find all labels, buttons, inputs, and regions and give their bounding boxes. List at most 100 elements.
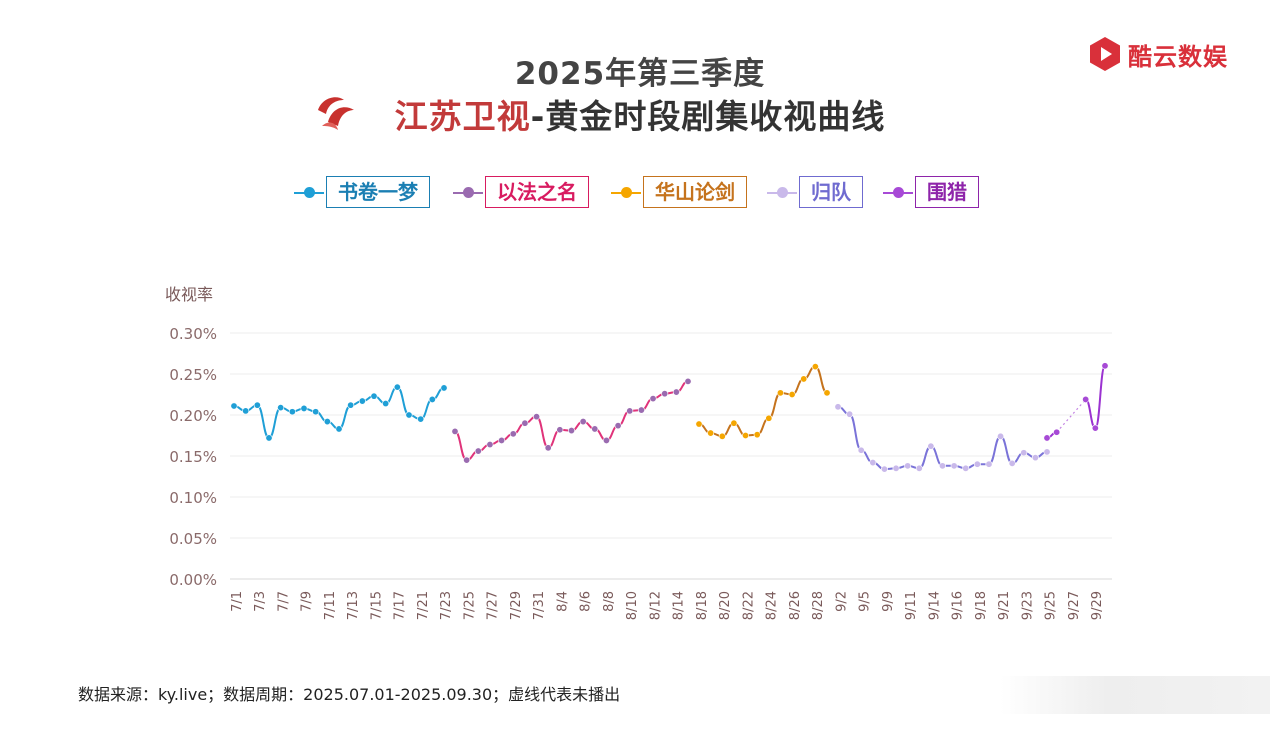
data-point (474, 447, 482, 455)
data-point (405, 411, 413, 419)
data-point (393, 383, 401, 391)
x-tick-label: 7/11 (323, 591, 338, 620)
line-chart: 收视率 0.00% 0.05% 0.10% 0.15% 0.20% 0.25% 0.30% 7/… (165, 285, 1112, 620)
data-point (544, 444, 552, 452)
data-source-note: 数据来源：ky.live；数据周期：2025.07.01-2025.09.30；… (78, 685, 621, 704)
data-point (904, 462, 912, 470)
x-tick-label: 8/28 (811, 591, 826, 620)
data-point (684, 377, 692, 385)
channel-name: 江苏卫视 (394, 97, 531, 136)
watermark-fade (1000, 676, 1270, 714)
legend-dot-1 (463, 187, 474, 198)
x-tick-label: 7/1 (230, 591, 245, 612)
x-tick-label: 8/20 (718, 591, 733, 620)
y-tick-label: 0.05% (169, 530, 217, 548)
data-point (230, 402, 238, 410)
chart-title-line1: 2025年第三季度 (514, 56, 766, 92)
x-tick-label: 8/22 (741, 591, 756, 620)
data-point (253, 401, 261, 409)
data-point (1091, 424, 1099, 432)
data-point (1020, 449, 1028, 457)
y-tick-label: 0.15% (169, 448, 217, 466)
x-tick-label: 9/25 (1044, 591, 1059, 620)
data-point (242, 407, 250, 415)
data-point (823, 389, 831, 397)
x-tick-label: 8/10 (625, 591, 640, 620)
data-point (288, 408, 296, 416)
x-tick-label: 8/18 (695, 591, 710, 620)
data-point (962, 464, 970, 472)
chart-title-rest: -黄金时段剧集收视曲线 (530, 97, 886, 136)
x-tick-label: 9/5 (858, 591, 873, 612)
data-point (788, 390, 796, 398)
data-point (463, 456, 471, 464)
series-line-2-0 (698, 365, 828, 438)
data-point (370, 392, 378, 400)
x-tick-label: 7/23 (439, 591, 454, 620)
brand-name: 酷云数娱 (1128, 42, 1228, 71)
jiangsu-tv-logo-icon (318, 97, 354, 130)
x-tick-label: 9/9 (881, 591, 896, 612)
legend-dot-4 (893, 187, 904, 198)
x-tick-label: 8/8 (602, 591, 617, 612)
data-point (1101, 362, 1109, 370)
data-point (695, 420, 703, 428)
data-point (730, 419, 738, 427)
data-point (1053, 428, 1061, 436)
data-point (312, 408, 320, 416)
x-tick-label: 9/21 (997, 591, 1012, 620)
data-point (880, 465, 888, 473)
data-point (521, 419, 529, 427)
x-tick-label: 7/9 (300, 591, 315, 612)
data-point (846, 410, 854, 418)
data-point (358, 397, 366, 405)
x-tick-label: 9/23 (1020, 591, 1035, 620)
x-tick-label: 9/2 (834, 591, 849, 612)
data-point (811, 363, 819, 371)
kuyun-logo-icon (1090, 37, 1120, 71)
data-point (486, 441, 494, 449)
legend-label-2: 华山论剑 (643, 176, 747, 208)
data-point (626, 407, 634, 415)
data-point (938, 462, 946, 470)
y-tick-label: 0.00% (169, 571, 217, 589)
data-point (579, 418, 587, 426)
x-tick-label: 8/4 (555, 591, 570, 612)
x-tick-label: 9/27 (1067, 591, 1082, 620)
legend-dot-3 (777, 187, 788, 198)
data-point (417, 415, 425, 423)
y-tick-label: 0.20% (169, 407, 217, 425)
data-point (661, 390, 669, 398)
x-tick-label: 8/26 (788, 591, 803, 620)
y-axis-label: 收视率 (165, 285, 213, 304)
data-point (602, 436, 610, 444)
data-point (533, 413, 541, 421)
data-point (950, 462, 958, 470)
legend-label-0: 书卷一梦 (326, 176, 430, 208)
data-point (382, 400, 390, 408)
data-point (973, 460, 981, 468)
data-point (985, 460, 993, 468)
data-point (300, 404, 308, 412)
legend-dot-0 (304, 187, 315, 198)
x-tick-label: 7/7 (276, 591, 291, 612)
x-tick-label: 8/6 (579, 591, 594, 612)
data-point (1082, 395, 1090, 403)
legend-label-4: 围猎 (915, 176, 979, 208)
series-line-4-1 (1084, 364, 1106, 430)
x-tick-label: 9/29 (1090, 591, 1105, 620)
data-point (323, 418, 331, 426)
x-tick-label: 9/11 (904, 591, 919, 620)
chart-title-line2: 江苏卫视-黄金时段剧集收视曲线 (0, 90, 1280, 138)
data-point (614, 422, 622, 430)
data-point (997, 432, 1005, 440)
data-point (857, 446, 865, 454)
data-point (1031, 454, 1039, 462)
x-tick-label: 7/31 (532, 591, 547, 620)
x-tick-label: 7/3 (253, 591, 268, 612)
data-point (834, 403, 842, 411)
x-tick-label: 8/24 (765, 591, 780, 620)
y-tick-label: 0.25% (169, 366, 217, 384)
data-point (1043, 434, 1051, 442)
data-point (765, 414, 773, 422)
